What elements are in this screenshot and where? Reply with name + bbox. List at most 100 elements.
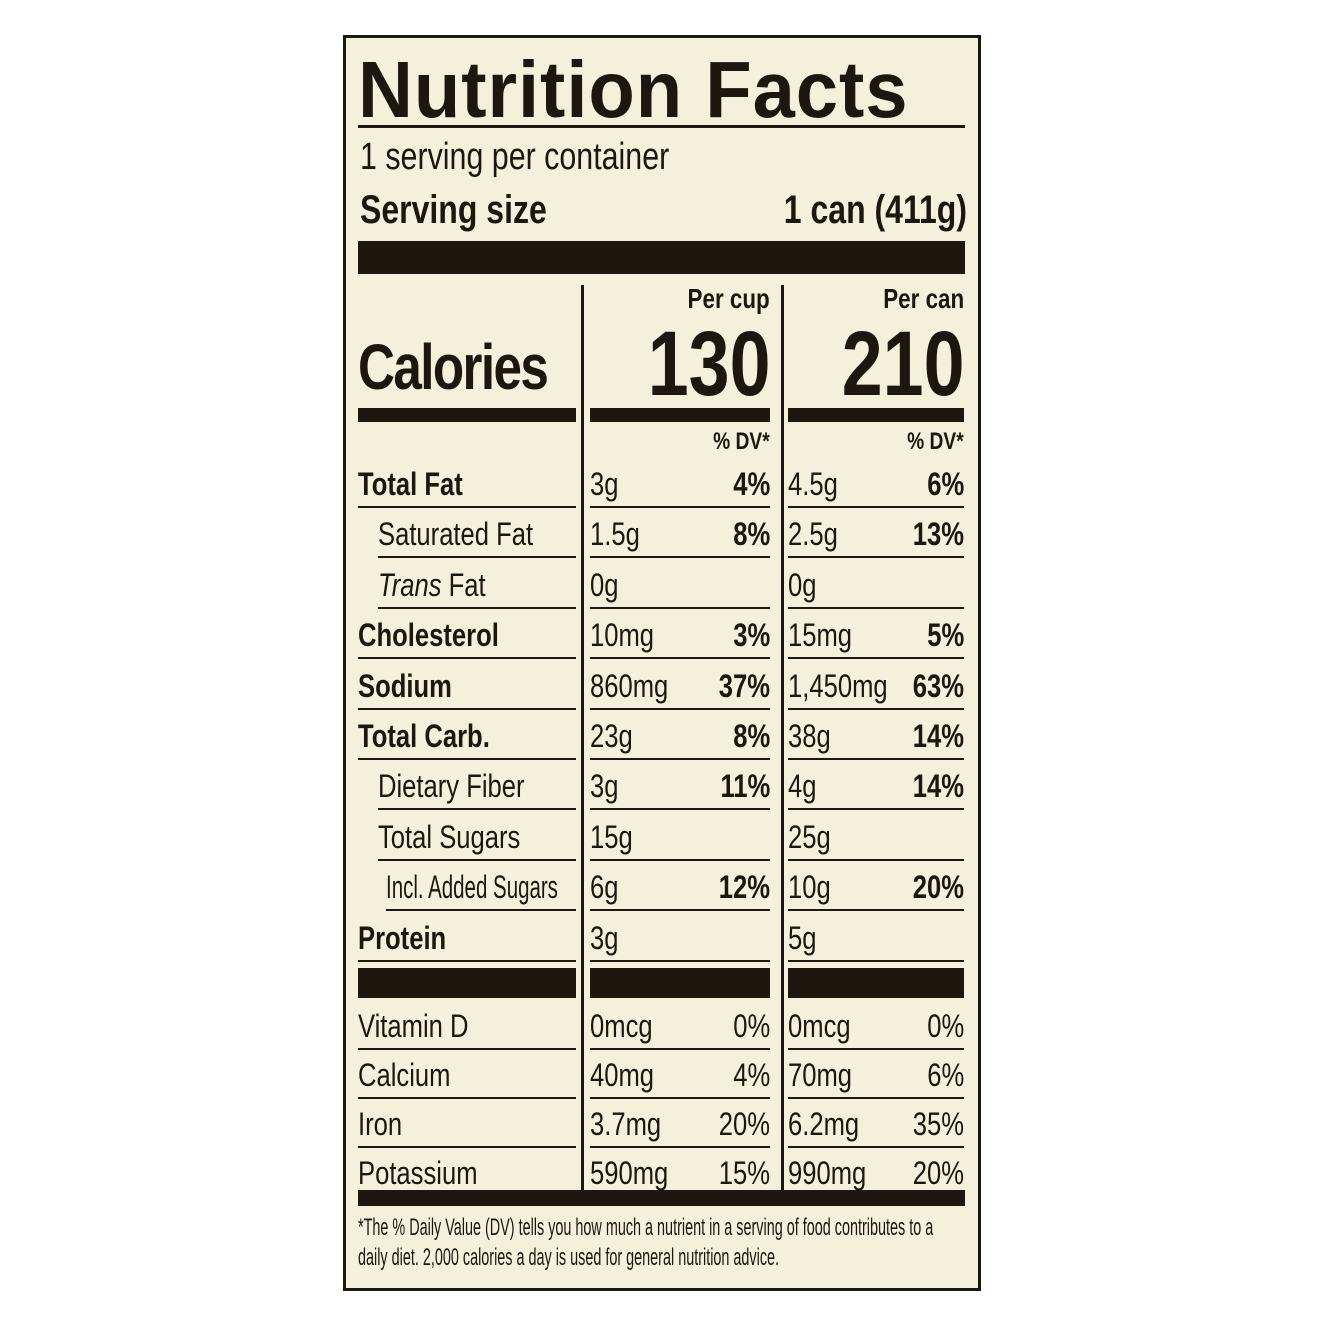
vitamin-cup-cell: 0mcg 0% (590, 1000, 770, 1050)
amount: 590mg (590, 1155, 669, 1191)
daily-value-text: 14% (912, 718, 964, 754)
nutrient-cup-cell: 0g (590, 559, 770, 609)
nutrient-cup-cell: 10mg 3% (590, 609, 770, 660)
daily-value-text: 0% (733, 1008, 770, 1044)
calories-label-text: Calories (358, 331, 549, 403)
nutrient-name: Vitamin D (358, 1000, 576, 1050)
amount: 40mg (590, 1057, 655, 1093)
amount: 6g (590, 869, 619, 906)
per-can-header: Per can (788, 283, 964, 315)
daily-value: 0% (724, 1000, 770, 1052)
daily-value-text: 8% (733, 516, 770, 553)
calories-label: Calories (358, 330, 595, 404)
amount: 15mg (788, 617, 853, 654)
amount: 5g (788, 919, 817, 956)
footnote: *The % Daily Value (DV) tells you how mu… (358, 1213, 968, 1273)
amount: 4.5g (788, 466, 838, 502)
serving-size-label: Serving size (360, 188, 547, 232)
nutrient-label: Incl. Added Sugars (386, 869, 558, 906)
amount: 38g (788, 718, 831, 754)
daily-value: 0% (918, 1000, 964, 1052)
thick-bar (358, 408, 576, 422)
daily-value: 11% (708, 760, 770, 812)
daily-value-text: 3% (733, 617, 770, 654)
serving-size-row: Serving size 1 can (411g) (360, 188, 967, 233)
nutrient-cup-cell: 15g (590, 811, 770, 861)
nutrient-cup-cell: 23g 8% (590, 710, 770, 760)
daily-value-text: 20% (912, 1155, 964, 1191)
daily-value: 37% (706, 660, 770, 712)
servings-per-container-text: 1 serving per container (360, 136, 670, 178)
daily-value: 35% (900, 1098, 964, 1150)
nutrient-cup-cell: 3g 4% (590, 458, 770, 508)
nutrient-can-cell: 4.5g 6% (788, 458, 964, 508)
vitamin-can-cell: 0mcg 0% (788, 1000, 964, 1050)
amount: 70mg (788, 1057, 853, 1093)
daily-value: 4% (724, 458, 770, 510)
daily-value-text: 4% (733, 466, 770, 502)
daily-value-text: 35% (912, 1106, 964, 1142)
daily-value-text: 5% (927, 617, 964, 654)
daily-value: 8% (724, 508, 770, 560)
per-cup-dv-header: % DV* (590, 428, 770, 456)
daily-value: 14% (900, 710, 964, 762)
daily-value-text: 14% (912, 768, 964, 805)
nutrient-name: Dietary Fiber (378, 760, 576, 811)
daily-value-text: 37% (718, 667, 770, 704)
nutrient-label: Total Fat (358, 466, 463, 502)
daily-value: 20% (706, 1098, 770, 1150)
daily-value: 12% (706, 861, 770, 913)
daily-value: 6% (918, 1049, 964, 1101)
vitamin-can-cell: 990mg 20% (788, 1147, 964, 1197)
nutrient-name: Saturated Fat (378, 508, 576, 559)
nutrient-name: Total Fat (358, 458, 576, 508)
nutrient-can-cell: 4g 14% (788, 760, 964, 812)
label-title-text: Nutrition Facts (358, 45, 909, 134)
daily-value-text: 13% (912, 516, 964, 553)
amount: 3g (590, 919, 619, 956)
footnote-text: *The % Daily Value (DV) tells you how mu… (358, 1214, 934, 1271)
daily-value: 5% (918, 609, 964, 661)
nutrient-can-cell: 15mg 5% (788, 609, 964, 661)
nutrient-label: Potassium (358, 1155, 478, 1191)
per-cup-dv-header-text: % DV* (713, 428, 770, 455)
daily-value-text: 8% (733, 718, 770, 754)
thick-bar (358, 1190, 965, 1206)
per-can-calories: 210 (788, 318, 964, 410)
amount: 10g (788, 869, 831, 906)
nutrient-cup-cell: 1.5g 8% (590, 508, 770, 560)
daily-value-text: 12% (718, 869, 770, 906)
nutrient-label: Total Carb. (358, 718, 490, 754)
amount: 0mcg (590, 1008, 653, 1044)
nutrient-can-cell: 0g (788, 559, 964, 609)
vitamin-can-cell: 6.2mg 35% (788, 1098, 964, 1148)
servings-per-container: 1 serving per container (360, 136, 747, 179)
amount: 0g (788, 566, 817, 603)
thick-bar (788, 408, 964, 422)
amount: 990mg (788, 1155, 867, 1191)
thick-bar (590, 408, 770, 422)
nutrient-label: Dietary Fiber (378, 768, 525, 805)
thick-bar (788, 968, 964, 998)
amount: 3.7mg (590, 1106, 662, 1142)
nutrient-can-cell: 1,450mg 63% (788, 660, 964, 710)
per-cup-header-text: Per cup (687, 283, 770, 314)
amount: 15g (590, 818, 633, 855)
amount: 1.5g (590, 516, 640, 553)
nutrient-label: Cholesterol (358, 617, 499, 654)
daily-value-text: 4% (733, 1057, 770, 1093)
per-cup-header: Per cup (590, 283, 770, 315)
daily-value: 13% (900, 508, 964, 560)
nutrient-label: Vitamin D (358, 1008, 469, 1044)
vitamin-cup-cell: 40mg 4% (590, 1049, 770, 1099)
amount: 3g (590, 466, 619, 502)
daily-value-text: 11% (720, 768, 770, 805)
daily-value-text: 6% (927, 1057, 964, 1093)
amount: 25g (788, 818, 831, 855)
vitamin-can-cell: 70mg 6% (788, 1049, 964, 1099)
daily-value: 14% (900, 760, 964, 812)
amount: 860mg (590, 667, 669, 704)
per-can-calories-text: 210 (841, 313, 964, 415)
amount: 10mg (590, 617, 655, 654)
nutrient-cup-cell: 3g (590, 912, 770, 962)
